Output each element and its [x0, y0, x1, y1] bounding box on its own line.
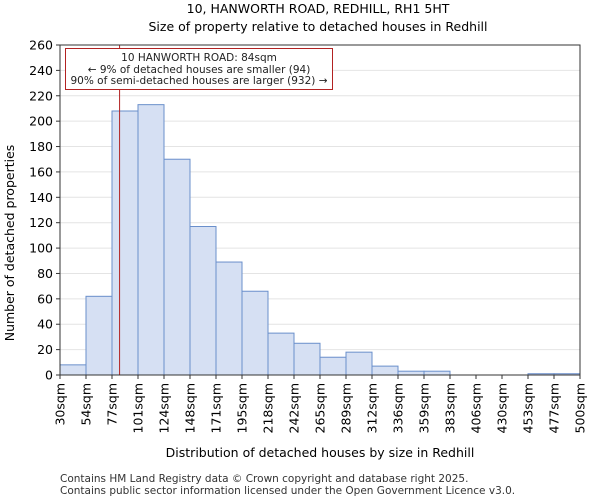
y-tick-label: 60 — [37, 291, 53, 306]
histogram-bar — [423, 370, 451, 376]
x-tick-label: 336sqm — [391, 383, 406, 433]
chart-subtitle: Size of property relative to detached ho… — [148, 19, 487, 34]
histogram-bar — [85, 295, 113, 376]
x-tick-label: 171sqm — [209, 383, 224, 433]
histogram-bar — [59, 364, 87, 376]
histogram-bar — [241, 290, 269, 376]
histogram-bar — [189, 226, 217, 376]
histogram-bar — [319, 356, 347, 376]
y-axis-label: Number of detached properties — [2, 145, 17, 342]
footer-line-1: Contains HM Land Registry data © Crown c… — [60, 473, 469, 485]
histogram-bar — [215, 261, 243, 376]
annotation-line-1: 10 HANWORTH ROAD: 84sqm — [121, 52, 277, 64]
y-tick-label: 40 — [37, 317, 53, 332]
y-tick-label: 80 — [37, 266, 53, 281]
footer-line-2: Contains public sector information licen… — [60, 485, 516, 497]
x-tick-label: 195sqm — [235, 383, 250, 433]
y-tick-label: 260 — [29, 38, 53, 53]
histogram-bar — [111, 110, 139, 376]
histogram-bar — [371, 365, 399, 376]
x-tick-label: 383sqm — [443, 383, 458, 433]
histogram-bar — [137, 104, 165, 376]
histogram-bar — [267, 332, 295, 376]
x-tick-label: 77sqm — [105, 383, 120, 426]
x-tick-label: 30sqm — [53, 383, 68, 426]
y-tick-label: 100 — [29, 241, 53, 256]
y-tick-label: 200 — [29, 114, 53, 129]
x-tick-label: 218sqm — [261, 383, 276, 433]
histogram-bar — [397, 370, 425, 376]
x-axis-label: Distribution of detached houses by size … — [166, 445, 475, 460]
x-tick-label: 101sqm — [131, 383, 146, 433]
histogram-bar — [345, 351, 373, 376]
x-tick-label: 265sqm — [313, 383, 328, 433]
histogram-bar — [163, 158, 191, 376]
x-tick-label: 289sqm — [339, 383, 354, 433]
x-tick-label: 477sqm — [547, 383, 562, 433]
y-tick-label: 20 — [37, 342, 53, 357]
x-tick-label: 242sqm — [287, 383, 302, 433]
y-tick-label: 140 — [29, 190, 53, 205]
y-tick-label: 180 — [29, 139, 53, 154]
annotation-line-2: ← 9% of detached houses are smaller (94) — [87, 63, 311, 76]
axes-frame — [59, 44, 581, 376]
marker-annotation: 10 HANWORTH ROAD: 84sqm ← 9% of detached… — [65, 48, 333, 90]
x-tick-label: 148sqm — [183, 383, 198, 433]
annotation-line-3: 90% of semi-detached houses are larger (… — [70, 75, 328, 87]
x-tick-label: 359sqm — [417, 383, 432, 433]
x-tick-label: 406sqm — [469, 383, 484, 433]
y-tick-label: 0 — [45, 368, 53, 383]
y-tick-label: 160 — [29, 164, 53, 179]
histogram-bar — [293, 342, 321, 376]
x-tick-label: 430sqm — [495, 383, 510, 433]
x-tick-label: 453sqm — [521, 383, 536, 433]
x-tick-label: 54sqm — [79, 383, 94, 426]
x-tick-label: 312sqm — [365, 383, 380, 433]
y-tick-label: 120 — [29, 215, 53, 230]
x-tick-label: 500sqm — [573, 383, 588, 433]
y-tick-label: 220 — [29, 88, 53, 103]
x-tick-label: 124sqm — [157, 383, 172, 433]
chart-title: 10, HANWORTH ROAD, REDHILL, RH1 5HT — [187, 1, 450, 16]
y-tick-label: 240 — [29, 63, 53, 78]
